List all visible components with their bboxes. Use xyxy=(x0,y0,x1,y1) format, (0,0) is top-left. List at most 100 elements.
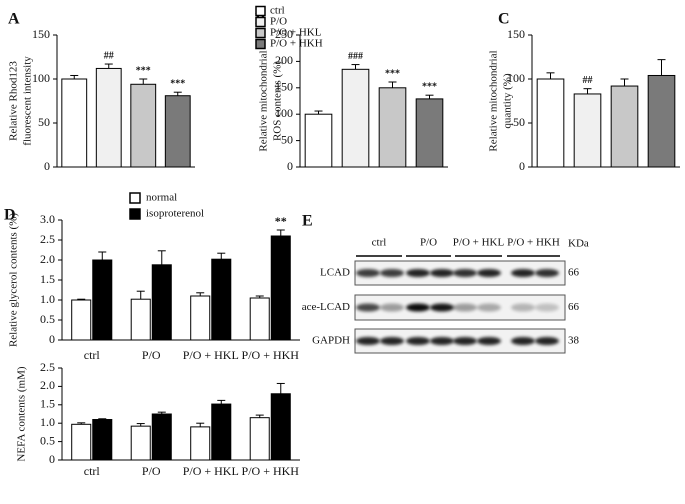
lane-group-label: P/O xyxy=(420,237,437,249)
bar xyxy=(130,298,151,341)
y-tick-label: 50 xyxy=(38,115,50,129)
x-tick-label: ctrl xyxy=(84,464,101,478)
band xyxy=(477,337,501,345)
legend-swatch xyxy=(129,192,141,204)
bar xyxy=(341,68,370,168)
x-tick-label: P/O + HKL xyxy=(183,464,239,478)
band xyxy=(430,303,454,312)
annotation: ** xyxy=(275,214,287,228)
legend-swatch xyxy=(129,208,141,220)
bar xyxy=(61,78,88,168)
bar xyxy=(304,113,333,168)
legend-swatch xyxy=(255,16,266,28)
panel-label: A xyxy=(8,11,20,28)
legend-label: isoproterenol xyxy=(146,208,204,220)
y-tick-label: 0 xyxy=(44,159,50,173)
y-axis-label: Relative Rhod123 xyxy=(8,61,20,141)
bar xyxy=(92,419,113,461)
bar xyxy=(249,417,270,461)
y-axis-label: Relative glycerol contents (%) xyxy=(8,213,20,347)
y-tick-label: 2.0 xyxy=(40,378,55,392)
bar xyxy=(249,297,270,341)
band xyxy=(511,269,535,277)
bar xyxy=(190,295,211,341)
x-tick-label: P/O xyxy=(142,464,161,478)
legend-label: normal xyxy=(146,192,177,204)
y-tick-label: 1.0 xyxy=(40,415,55,429)
band xyxy=(535,303,559,312)
x-tick-label: ctrl xyxy=(84,348,101,362)
row-size: 66 xyxy=(568,267,580,279)
bar xyxy=(130,425,151,461)
band xyxy=(406,337,430,345)
annotation: *** xyxy=(422,81,437,92)
bar xyxy=(573,93,602,168)
y-axis-label: Relative mitochondrial xyxy=(258,50,270,151)
annotation: *** xyxy=(170,78,185,89)
band xyxy=(356,337,380,345)
row-label: GAPDH xyxy=(312,335,350,347)
band xyxy=(477,269,501,277)
legend-label: ctrl xyxy=(270,5,285,17)
band xyxy=(511,303,535,312)
legend-label: P/O + HKL xyxy=(270,27,322,39)
bar xyxy=(151,264,172,341)
lane-group-label: P/O + HKH xyxy=(507,237,560,249)
y-tick-label: 1.5 xyxy=(40,397,55,411)
y-tick-label: 0 xyxy=(519,159,525,173)
bar xyxy=(151,413,172,461)
band xyxy=(406,269,430,277)
y-tick-label: 250 xyxy=(275,27,293,41)
y-axis-label: fluorescent intensity xyxy=(22,56,34,146)
y-tick-label: 1.5 xyxy=(40,272,55,286)
unit-label: KDa xyxy=(568,238,589,250)
bar xyxy=(536,78,565,168)
lane-group-label: P/O + HKL xyxy=(453,237,505,249)
band xyxy=(535,269,559,277)
y-tick-label: 0.5 xyxy=(40,312,55,326)
y-tick-label: 3.0 xyxy=(40,212,55,226)
band xyxy=(453,269,477,277)
band xyxy=(430,337,454,345)
band xyxy=(453,303,477,312)
y-axis-label: quantity (%) xyxy=(502,73,514,129)
legend-swatch xyxy=(255,27,266,39)
y-tick-label: 1.0 xyxy=(40,292,55,306)
row-size: 66 xyxy=(568,301,580,313)
bar xyxy=(270,235,291,341)
bar xyxy=(190,426,211,461)
legend-swatch xyxy=(255,38,266,50)
y-tick-label: 200 xyxy=(275,53,293,67)
row-label: LCAD xyxy=(320,267,350,279)
x-tick-label: P/O + HKL xyxy=(183,348,239,362)
y-tick-label: 150 xyxy=(32,27,50,41)
y-axis-label: ROS contents (%) xyxy=(272,61,284,141)
y-tick-label: 2.5 xyxy=(40,232,55,246)
band xyxy=(356,303,380,312)
y-axis-label: NEFA contents (mM) xyxy=(16,366,28,461)
row-label: ace-LCAD xyxy=(302,301,350,313)
bar xyxy=(270,393,291,461)
bar xyxy=(415,98,444,168)
annotation: *** xyxy=(385,68,400,79)
panel-label: C xyxy=(498,11,510,28)
y-tick-label: 100 xyxy=(32,71,50,85)
y-tick-label: 100 xyxy=(275,106,293,120)
y-tick-label: 150 xyxy=(507,27,525,41)
panel-label: D xyxy=(4,207,16,224)
band xyxy=(380,303,404,312)
lane-group-label: ctrl xyxy=(372,237,387,249)
band xyxy=(535,337,559,345)
bar xyxy=(71,423,92,461)
y-tick-label: 0 xyxy=(49,332,55,346)
bar xyxy=(211,403,232,461)
annotation: ### xyxy=(348,51,363,62)
x-tick-label: P/O + HKH xyxy=(242,348,300,362)
bar xyxy=(92,259,113,341)
bar xyxy=(71,299,92,341)
y-tick-label: 2.5 xyxy=(40,360,55,374)
legend-label: P/O + HKH xyxy=(270,38,323,50)
legend-label: P/O xyxy=(270,16,287,28)
bar xyxy=(378,87,407,168)
